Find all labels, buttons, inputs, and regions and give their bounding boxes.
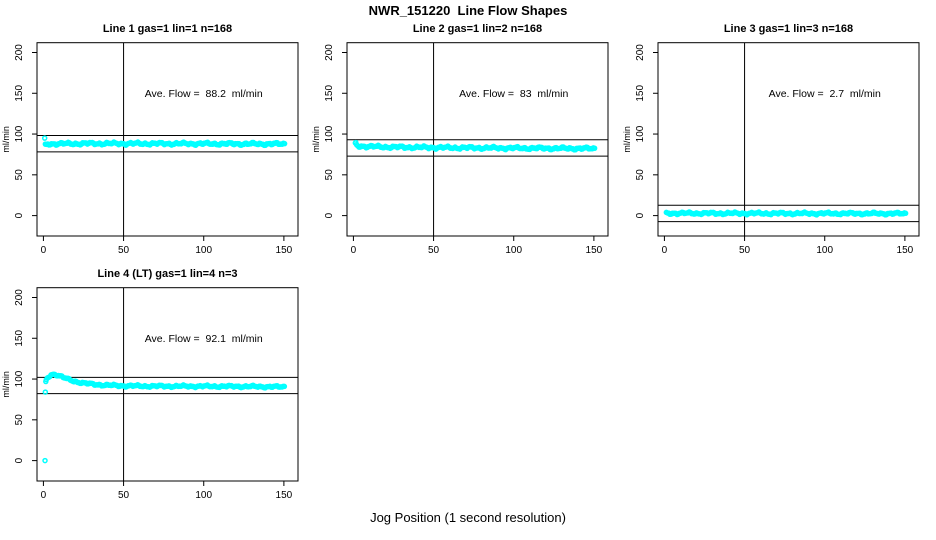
y-axis-label: ml/min — [622, 126, 632, 152]
x-tick-label: 150 — [586, 245, 603, 256]
y-tick-label: 200 — [14, 289, 25, 306]
plot-box — [36, 287, 299, 482]
data-point — [591, 145, 598, 151]
ave-flow-annotation: Ave. Flow = 83 ml/min — [459, 88, 568, 100]
x-tick-label: 150 — [897, 245, 914, 256]
ave-flow-annotation: Ave. Flow = 2.7 ml/min — [769, 88, 881, 100]
data-point — [41, 135, 48, 141]
y-tick-label: 200 — [635, 44, 646, 61]
data-point — [353, 139, 359, 146]
y-tick-label: 200 — [324, 44, 335, 61]
x-axis-label: Jog Position (1 second resolution) — [370, 510, 566, 525]
panel-title: Line 1 gas=1 lin=1 n=168 — [103, 23, 232, 35]
main-title: NWR_151220 Line Flow Shapes — [368, 3, 568, 18]
plot-box — [657, 42, 920, 237]
data-point — [281, 383, 288, 390]
x-tick-label: 100 — [195, 245, 212, 256]
x-tick-label: 0 — [41, 245, 47, 256]
y-axis-label: ml/min — [1, 371, 11, 398]
data-points-group — [663, 209, 909, 218]
y-tick-label: 0 — [635, 212, 646, 218]
y-tick-label: 100 — [14, 125, 25, 142]
panel-title: Line 4 (LT) gas=1 lin=4 n=3 — [97, 268, 237, 280]
x-tick-label: 50 — [739, 245, 751, 256]
x-tick-label: 50 — [428, 245, 440, 256]
data-point — [42, 389, 49, 395]
y-tick-label: 150 — [14, 85, 25, 102]
data-point — [43, 378, 49, 385]
x-tick-label: 50 — [118, 490, 130, 501]
x-tick-label: 100 — [816, 245, 833, 256]
x-tick-label: 50 — [118, 245, 130, 256]
y-tick-label: 150 — [14, 330, 25, 347]
y-tick-label: 100 — [14, 370, 25, 387]
chart-panel-line1: Line 1 gas=1 lin=1 n=168 0 50 100 150 0 50 100 1… — [1, 23, 299, 256]
x-tick-label: 0 — [351, 245, 357, 256]
ave-flow-annotation: Ave. Flow = 92.1 ml/min — [145, 333, 263, 345]
y-tick-label: 50 — [14, 169, 25, 181]
y-tick-label: 50 — [14, 414, 25, 426]
y-tick-label: 100 — [324, 125, 335, 142]
x-tick-label: 100 — [195, 490, 212, 501]
x-tick-label: 150 — [276, 245, 293, 256]
plot-box — [36, 42, 299, 237]
data-points-group — [352, 139, 598, 153]
ave-flow-annotation: Ave. Flow = 88.2 ml/min — [145, 88, 263, 100]
panel-title: Line 3 gas=1 lin=3 n=168 — [724, 23, 853, 35]
y-tick-label: 150 — [324, 85, 335, 102]
y-tick-label: 150 — [635, 85, 646, 102]
x-tick-label: 150 — [276, 490, 293, 501]
data-point — [902, 210, 909, 217]
x-tick-label: 100 — [505, 245, 522, 256]
chart-panel-line4: Line 4 (LT) gas=1 lin=4 n=3 0 50 100 150 0 50 1… — [1, 268, 299, 501]
y-tick-label: 50 — [635, 169, 646, 181]
y-tick-label: 200 — [14, 44, 25, 61]
y-axis-label: ml/min — [311, 126, 321, 152]
x-tick-label: 0 — [41, 490, 47, 501]
x-tick-label: 0 — [662, 245, 668, 256]
chart-panel-line2: Line 2 gas=1 lin=2 n=168 0 50 100 150 0 50 100 1… — [311, 23, 609, 256]
y-tick-label: 0 — [14, 212, 25, 218]
data-points-group — [41, 135, 288, 149]
panel-title: Line 2 gas=1 lin=2 n=168 — [413, 23, 542, 35]
y-tick-label: 0 — [14, 457, 25, 463]
chart-panel-line3: Line 3 gas=1 lin=3 n=168 0 50 100 150 0 50 100 1… — [622, 23, 920, 256]
data-points-group — [42, 371, 288, 464]
y-tick-label: 0 — [324, 212, 335, 218]
data-point — [281, 140, 288, 147]
y-axis-label: ml/min — [1, 126, 11, 152]
y-tick-label: 100 — [635, 125, 646, 142]
data-point — [42, 457, 48, 464]
y-tick-label: 50 — [324, 169, 335, 181]
